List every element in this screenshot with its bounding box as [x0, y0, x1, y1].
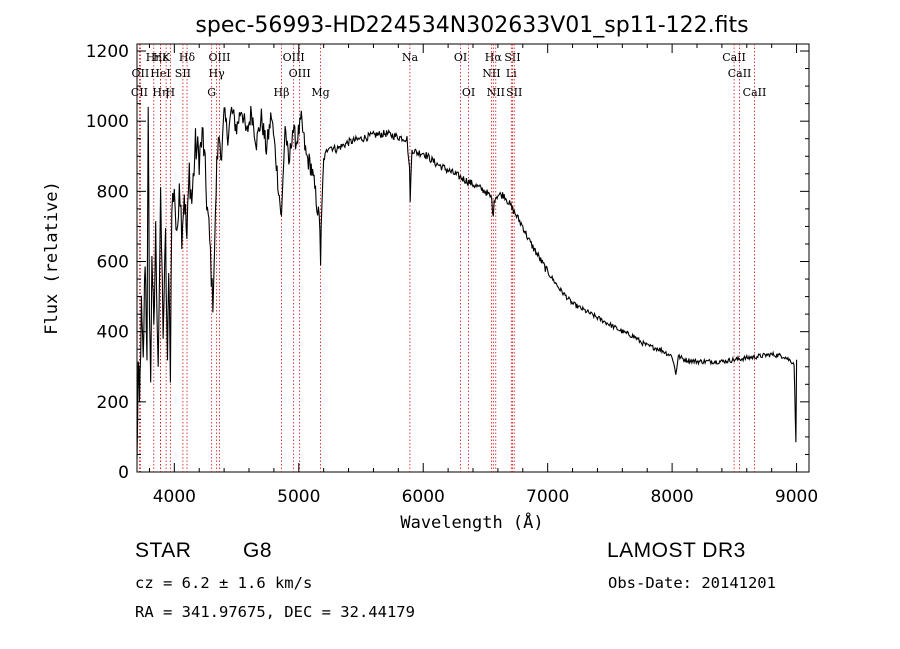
marker-label: Mg — [311, 86, 329, 99]
marker-label: Hη — [146, 51, 162, 64]
x-tick-label: 6000 — [402, 487, 445, 507]
marker-label: CaII — [728, 67, 752, 80]
redshift-cz: cz = 6.2 ± 1.6 km/s — [135, 574, 313, 592]
axis-ticks: 4000 5000 6000 7000 8000 9000 0 200 400 600 800 100… — [86, 42, 818, 507]
marker-label: OIII — [283, 51, 305, 64]
y-axis-label: Flux (relative) — [42, 181, 62, 335]
marker-label: CaII — [743, 86, 767, 99]
spectrum-line — [136, 105, 798, 460]
x-tick-label: 9000 — [775, 487, 818, 507]
y-tick-label: 1200 — [86, 42, 129, 62]
y-tick-label: 200 — [97, 393, 129, 413]
x-tick-label: 8000 — [650, 487, 693, 507]
marker-label: Hβ — [274, 86, 290, 99]
ra-dec: RA = 341.97675, DEC = 32.44179 — [135, 603, 415, 621]
marker-label: Hα — [485, 51, 503, 64]
marker-label: OIII — [289, 67, 311, 80]
marker-label: Hε — [153, 51, 169, 64]
marker-label: OI — [454, 51, 467, 64]
marker-label: Na — [402, 51, 419, 64]
y-tick-label: 0 — [118, 463, 129, 483]
marker-label: CaII — [722, 51, 746, 64]
object-class: STAR — [135, 539, 192, 562]
marker-label: Li — [506, 67, 517, 80]
marker-label: NII — [482, 67, 500, 80]
marker-label: Hγ — [209, 67, 226, 80]
marker-label: OI — [462, 86, 475, 99]
chart-title: spec-56993-HD224534N302633V01_sp11-122.f… — [195, 13, 748, 38]
plot-frame — [136, 43, 810, 473]
marker-label: Hη — [152, 86, 168, 99]
obs-date: Obs-Date: 20141201 — [608, 574, 776, 592]
y-tick-label: 600 — [97, 253, 129, 273]
marker-label: NII — [487, 86, 505, 99]
marker-label: G — [207, 86, 216, 99]
marker-label: SII — [506, 86, 522, 99]
survey-name: LAMOST DR3 — [607, 539, 746, 562]
marker-label: OII — [132, 67, 150, 80]
marker-label: CII — [131, 86, 148, 99]
marker-label: K — [162, 51, 171, 64]
marker-label: Hδ — [179, 51, 196, 64]
marker-label: OIII — [208, 51, 230, 64]
y-tick-label: 800 — [97, 182, 129, 202]
subclass: G8 — [243, 539, 273, 562]
x-tick-label: 5000 — [277, 487, 320, 507]
x-tick-label: 7000 — [526, 487, 569, 507]
marker-label: SII — [175, 67, 191, 80]
y-tick-label: 400 — [97, 323, 129, 343]
x-tick-label: 4000 — [153, 487, 196, 507]
x-axis-label: Wavelength (Å) — [400, 511, 543, 533]
y-tick-label: 1000 — [86, 112, 129, 132]
marker-label: H — [166, 86, 176, 99]
marker-label: SII — [504, 51, 520, 64]
